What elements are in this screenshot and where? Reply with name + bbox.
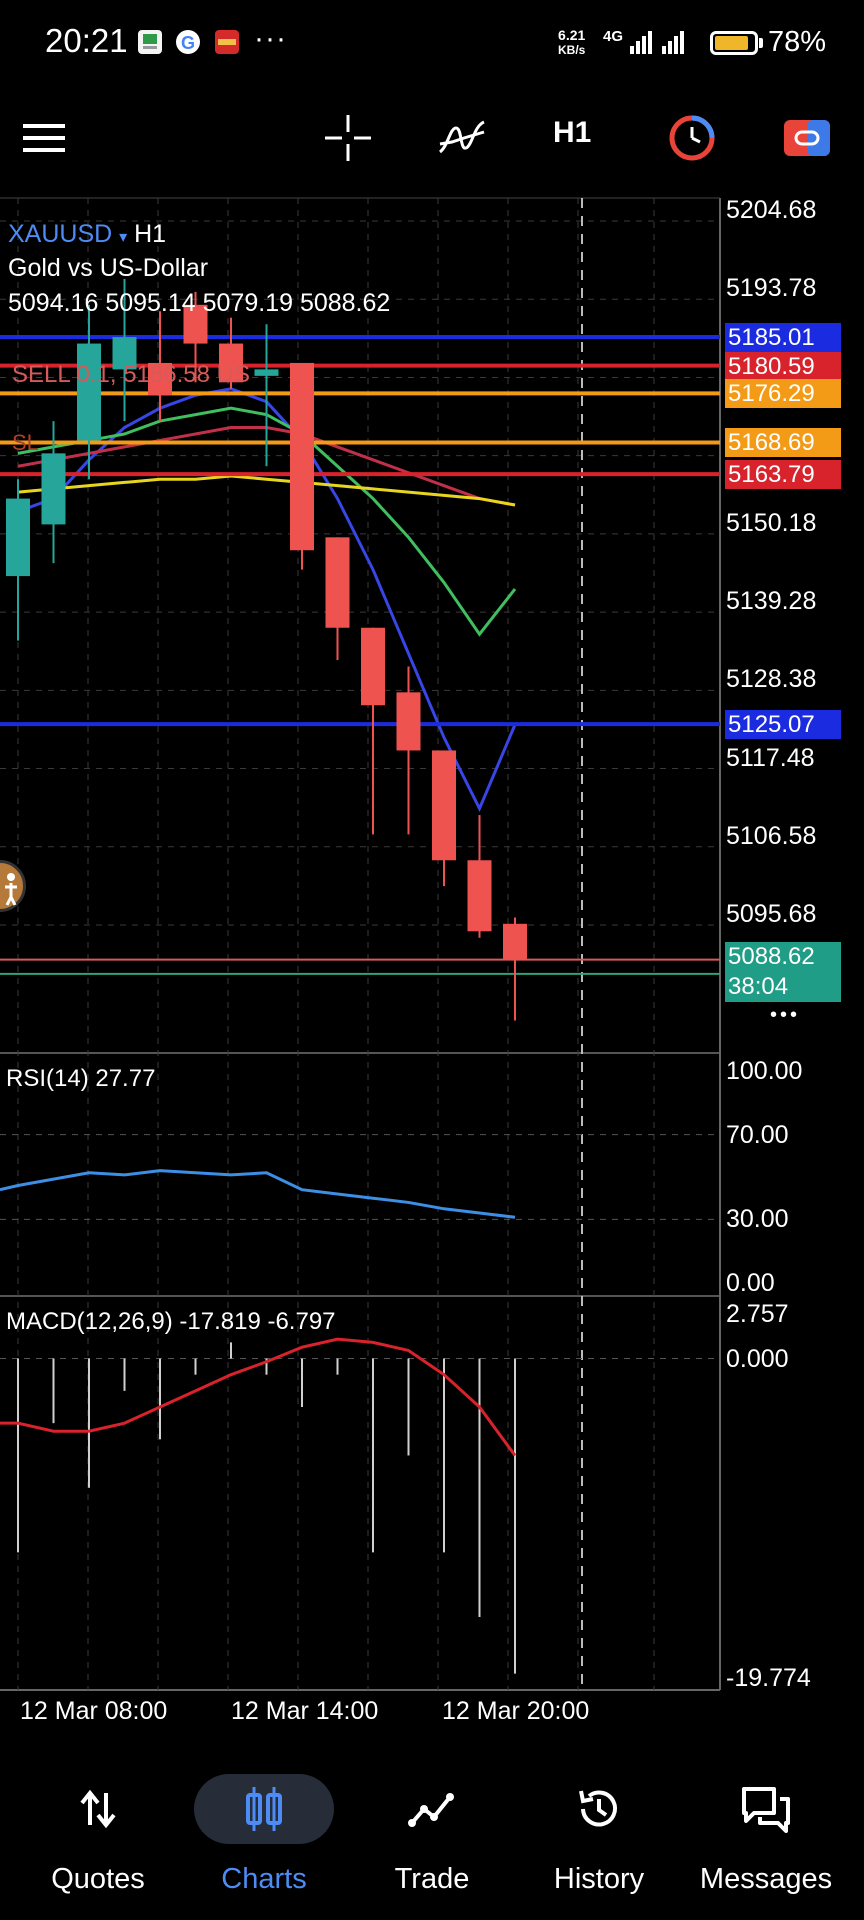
network-type: 4G: [603, 28, 624, 45]
macd-axis-label: 0.000: [726, 1344, 789, 1373]
price-axis-label: 5150.18: [726, 508, 817, 537]
rsi-line: [0, 1169, 516, 1219]
price-level-tag: 5125.07: [725, 710, 841, 740]
battery-icon: [710, 31, 758, 55]
candle-bearish: [219, 343, 243, 383]
candle-bearish: [396, 692, 421, 751]
candle-bearish: [183, 304, 208, 344]
rsi-axis-label: 100.00: [726, 1057, 803, 1085]
status-bar: 20:21 G ··· 6.21 KB/s 4G 78%: [0, 0, 864, 86]
network-speed: 6.21 KB/s: [558, 27, 586, 58]
quotes-icon: [28, 1774, 168, 1844]
chart-timeframe-label: H1: [134, 220, 167, 248]
messages-icon: [696, 1774, 836, 1844]
google-icon: G: [176, 30, 200, 54]
nav-trade[interactable]: Trade: [347, 1760, 517, 1920]
candle-bullish: [77, 343, 101, 441]
rsi-axis-label: 70.00: [726, 1120, 789, 1149]
rsi-axis-label: 0.00: [726, 1269, 775, 1297]
macd-label: MACD(12,26,9) -17.819 -6.797: [6, 1308, 336, 1335]
indicators-icon[interactable]: [434, 110, 490, 166]
nav-label: Quotes: [51, 1863, 145, 1895]
candle-bearish: [467, 860, 492, 932]
notification-app-icon: [215, 30, 239, 54]
nav-charts[interactable]: Charts: [179, 1760, 349, 1920]
charts-icon: [194, 1774, 334, 1844]
candle-bullish: [41, 453, 66, 525]
macd-axis-label: -19.774: [726, 1664, 811, 1692]
bar-countdown: 38:04: [725, 972, 841, 1002]
price-level-tag: 5180.59: [725, 351, 841, 381]
nav-label: Messages: [699, 1863, 833, 1895]
candle-bearish: [290, 362, 314, 551]
one-click-trading-icon[interactable]: [664, 110, 720, 166]
menu-icon[interactable]: [16, 110, 72, 166]
price-level-tag: 5168.69: [725, 428, 841, 458]
price-axis-label: 5128.38: [726, 665, 817, 694]
chart-toolbar: [0, 96, 864, 176]
candle-bearish: [325, 537, 350, 628]
signal-icon: [630, 31, 684, 54]
candle-bearish: [361, 627, 385, 706]
price-axis-label: 5106.58: [726, 821, 817, 850]
price-axis-label: 5117.48: [726, 743, 815, 772]
svg-text:G: G: [181, 33, 195, 53]
stop-loss-label[interactable]: SL: [12, 430, 39, 455]
candle-bullish: [254, 369, 279, 376]
nav-label: Trade: [394, 1863, 470, 1895]
price-level-tag: 5185.01: [725, 323, 841, 353]
symbol-selector[interactable]: XAUUSD ▾ H1: [8, 220, 167, 248]
sell-order-label[interactable]: SELL 0.1, 5186.58 US: [12, 361, 250, 388]
price-axis-label: 5193.78: [726, 274, 817, 303]
timeframe-button[interactable]: H1: [553, 116, 592, 149]
crosshair-icon[interactable]: [320, 110, 376, 166]
price-level-tag: 5163.79: [725, 460, 841, 490]
nav-history[interactable]: History: [514, 1760, 684, 1920]
trade-panel-icon[interactable]: [779, 110, 835, 166]
ohlc-values: 5094.16 5095.14 5079.19 5088.62: [8, 289, 391, 317]
price-axis-label: 5095.68: [726, 900, 817, 928]
price-chart[interactable]: [0, 195, 864, 1715]
trade-icon: [362, 1774, 502, 1844]
candle-bearish: [148, 362, 172, 396]
bottom-navigation: Quotes Charts Trade History Messages: [0, 1760, 864, 1920]
status-time: 20:21: [45, 22, 128, 59]
notification-app-icon: [138, 30, 162, 54]
symbol-description: Gold vs US-Dollar: [8, 254, 209, 282]
price-level-tag: 5176.29: [725, 379, 841, 409]
rsi-axis-label: 30.00: [726, 1205, 789, 1234]
nav-label: History: [553, 1863, 645, 1895]
one-click-trade-button[interactable]: [0, 860, 26, 912]
rsi-label: RSI(14) 27.77: [6, 1065, 156, 1092]
nav-quotes[interactable]: Quotes: [13, 1760, 183, 1920]
candle-bullish: [6, 498, 30, 577]
price-axis-label: 5139.28: [726, 587, 817, 616]
moving-average-line: [17, 474, 516, 507]
battery-nub: [759, 38, 763, 48]
more-notifications-icon: ···: [254, 22, 287, 55]
nav-messages[interactable]: Messages: [681, 1760, 851, 1920]
time-label: 12 Mar 20:00: [442, 1697, 590, 1725]
nav-label: Charts: [221, 1863, 307, 1895]
candle-bearish: [432, 750, 456, 861]
current-price-tag: 5088.62: [725, 942, 841, 972]
macd-signal-line: [0, 1337, 517, 1457]
time-label: 12 Mar 14:00: [231, 1697, 379, 1725]
candle-bullish: [112, 337, 137, 370]
history-icon: [529, 1774, 669, 1844]
candle-bearish: [503, 923, 527, 960]
battery-percentage: 78%: [768, 26, 827, 58]
price-axis-label: 5204.68: [726, 196, 817, 224]
time-label: 12 Mar 08:00: [20, 1697, 168, 1725]
more-options-icon[interactable]: •••: [770, 1004, 801, 1026]
macd-axis-label: 2.757: [726, 1300, 789, 1328]
